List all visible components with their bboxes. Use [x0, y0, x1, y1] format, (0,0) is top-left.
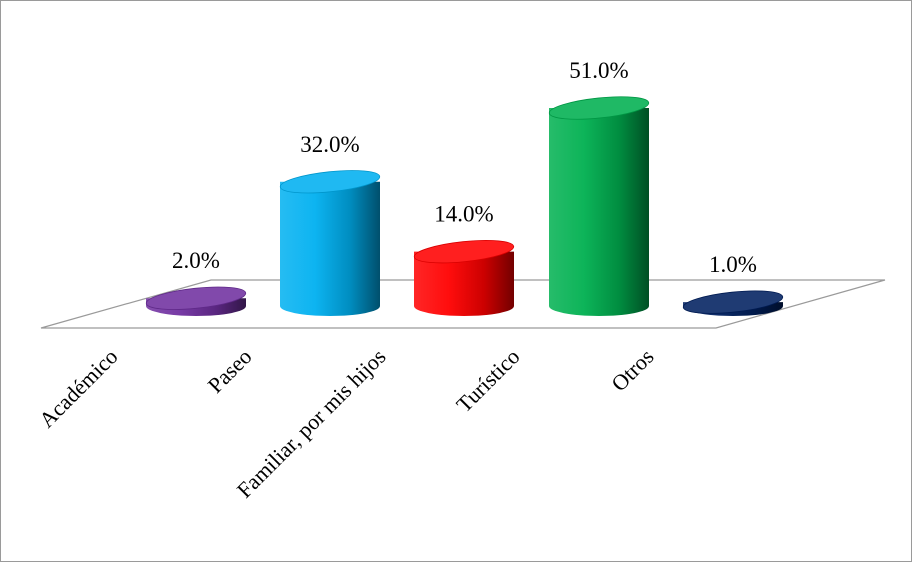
- bar-top-familiar-por-mis-hijos: [413, 240, 515, 264]
- bar-body-familiar-por-mis-hijos: [414, 251, 514, 316]
- value-labels-layer: 2.0% 32.0% 14.0% 51.0% 1.0%: [172, 58, 757, 277]
- value-label-turistico: 51.0%: [569, 58, 628, 83]
- category-label-paseo: Paseo: [203, 344, 257, 398]
- bar-paseo: [279, 170, 381, 316]
- bar-turistico: [548, 96, 650, 316]
- bar-familiar-por-mis-hijos: [413, 240, 515, 316]
- bar-top-paseo: [279, 170, 381, 194]
- bar-academico: [145, 286, 247, 316]
- bar-top-academico: [145, 286, 247, 310]
- bar-top-turistico: [548, 96, 650, 120]
- bars-layer: [145, 96, 784, 316]
- value-label-familiar-por-mis-hijos: 14.0%: [434, 202, 493, 227]
- category-label-familiar-por-mis-hijos: Familiar, por mis hijos: [232, 344, 391, 503]
- category-label-otros: Otros: [606, 344, 658, 396]
- bar-otros: [682, 290, 784, 316]
- bar-body-turistico: [549, 108, 649, 316]
- value-label-paseo: 32.0%: [300, 132, 359, 157]
- bar-top-otros: [682, 290, 784, 314]
- category-label-academico: Académico: [34, 344, 123, 433]
- bar-body-paseo: [280, 181, 380, 316]
- value-label-otros: 1.0%: [709, 252, 757, 277]
- category-label-turistico: Turístico: [451, 344, 524, 417]
- value-label-academico: 2.0%: [172, 248, 220, 273]
